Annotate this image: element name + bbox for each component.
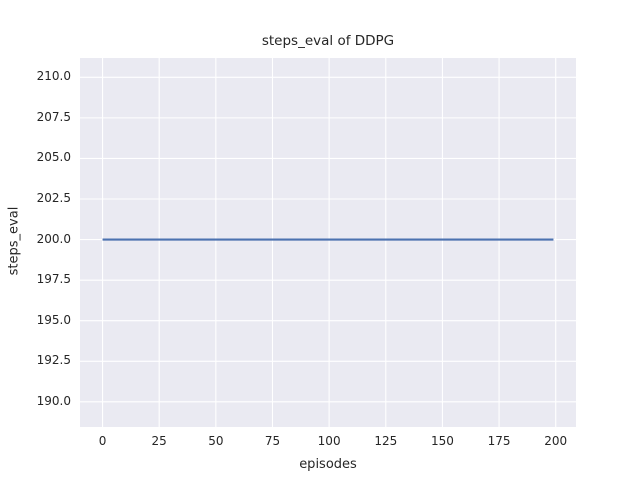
x-tick-label: 25 [151, 434, 167, 448]
x-tick-label: 125 [374, 434, 398, 448]
x-tick-label: 200 [544, 434, 568, 448]
plot-canvas [80, 58, 576, 427]
x-axis-label: episodes [299, 457, 357, 472]
plot-area [80, 58, 576, 427]
x-tick-label: 150 [430, 434, 454, 448]
x-tick-label: 100 [317, 434, 341, 448]
y-tick-label: 200.0 [36, 231, 71, 246]
y-tick-label: 192.5 [36, 353, 71, 368]
y-tick-label: 190.0 [36, 393, 71, 408]
y-tick-label: 207.5 [36, 109, 71, 124]
y-tick-label: 202.5 [36, 191, 71, 205]
x-tick-label: 75 [264, 434, 281, 448]
x-tick-label: 175 [487, 434, 511, 448]
chart-title: steps_eval of DDPG [261, 33, 395, 49]
plot-background [80, 58, 576, 427]
y-tick-label: 195.0 [36, 312, 71, 327]
y-tick-label: 205.0 [36, 150, 71, 165]
x-tick-label: 50 [208, 434, 224, 448]
y-tick-label: 197.5 [36, 272, 71, 287]
y-tick-label: 210.0 [36, 69, 71, 84]
x-tick-label: 0 [98, 434, 107, 448]
